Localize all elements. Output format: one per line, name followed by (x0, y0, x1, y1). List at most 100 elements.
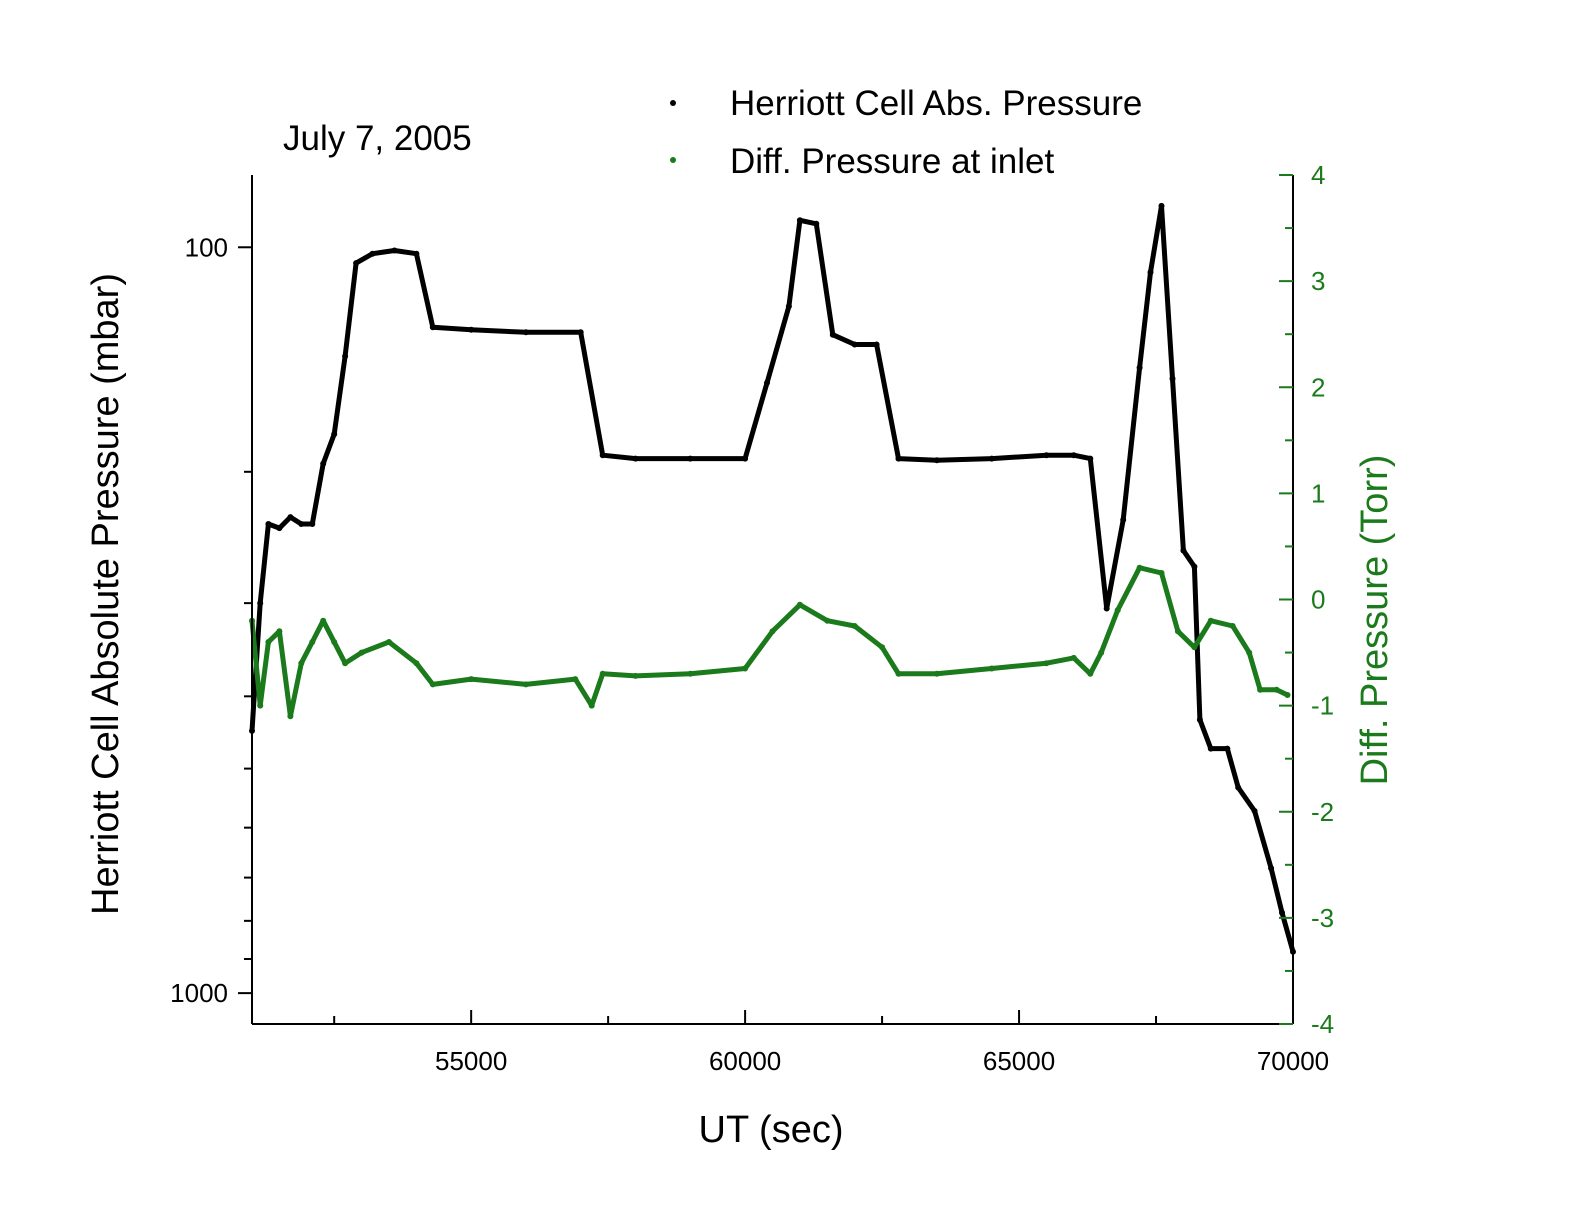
diff-pressure-point (851, 623, 858, 629)
y-right-tick-label: 1 (1311, 478, 1325, 508)
herriott-point (1147, 269, 1154, 276)
diff-pressure-trace (249, 565, 1290, 719)
y-right-tick-label: 2 (1311, 372, 1325, 402)
diff-pressure-point (632, 672, 639, 679)
x-axis-title: UT (sec) (699, 1109, 844, 1151)
diff-pressure-point (1229, 623, 1236, 629)
diff-pressure-point (276, 628, 283, 635)
herriott-point (391, 247, 398, 254)
diff-pressure-point (386, 639, 392, 645)
herriott-point (873, 341, 880, 348)
y-right-axis-title: Diff. Pressure (Torr) (1354, 455, 1396, 786)
herriott-point (851, 341, 858, 348)
chart-annotation: July 7, 2005 (283, 119, 472, 158)
diff-pressure-point (342, 660, 349, 667)
y-right-tick-label: -3 (1311, 903, 1334, 933)
diff-pressure-point (1087, 670, 1094, 677)
herriott-point (1196, 716, 1203, 723)
diff-pressure-point (1114, 607, 1121, 614)
herriott-point (933, 457, 940, 464)
diff-pressure-point (1136, 564, 1143, 571)
x-tick-label: 65000 (983, 1046, 1055, 1076)
herriott-point (1103, 605, 1110, 612)
diff-pressure-point (429, 681, 436, 688)
herriott-point (320, 460, 327, 467)
herriott-point (331, 431, 338, 438)
herriott-point (287, 514, 294, 521)
diff-pressure-point (599, 670, 606, 677)
herriott-point (1136, 364, 1143, 371)
herriott-point (742, 455, 749, 462)
herriott-point (785, 303, 792, 310)
diff-pressure-point (572, 676, 579, 683)
y-right-tick-label: 3 (1311, 266, 1325, 296)
herriott-point (468, 326, 475, 333)
herriott-point (764, 379, 770, 386)
herriott-point (298, 521, 305, 527)
herriott-point (1268, 865, 1275, 872)
herriott-point (988, 455, 995, 462)
herriott-point (413, 250, 420, 257)
diff-pressure-point (468, 676, 475, 683)
herriott-point (1279, 909, 1285, 916)
y-left-axis-title: Herriott Cell Absolute Pressure (mbar) (85, 273, 127, 915)
diff-pressure-point (1070, 654, 1077, 661)
y-right-tick-label: -1 (1311, 691, 1334, 721)
herriott-point (1224, 745, 1231, 752)
herriott-point (1251, 808, 1258, 814)
herriott-point (1043, 452, 1050, 459)
herriott-point (813, 220, 820, 227)
diff-pressure-point (257, 702, 264, 709)
y-right-tick-label: -4 (1311, 1009, 1334, 1039)
diff-pressure-point (879, 644, 886, 651)
y-left-tick-label: 1000 (170, 978, 228, 1008)
diff-pressure-point (1207, 617, 1214, 624)
herriott-point (342, 353, 349, 360)
herriott-point (1180, 547, 1187, 554)
y-right-tick-label: 4 (1311, 160, 1325, 190)
diff-pressure-point (1098, 649, 1105, 656)
diff-pressure-point (769, 628, 776, 635)
y-right-tick-label: 0 (1311, 585, 1325, 615)
diff-pressure-point (320, 617, 327, 624)
herriott-point (895, 455, 902, 462)
x-tick-label: 55000 (435, 1046, 507, 1076)
diff-pressure-point (287, 713, 294, 720)
herriott-point (1207, 745, 1214, 752)
diff-pressure-point (1043, 660, 1050, 667)
herriott-point (1235, 784, 1242, 791)
herriott-point (353, 260, 360, 267)
herriott-point (632, 455, 639, 462)
herriott-point (1120, 516, 1127, 523)
diff-pressure-point (1246, 649, 1253, 656)
herriott-point (429, 324, 436, 331)
y-right-tick-label: -2 (1311, 797, 1334, 827)
diff-pressure-point (331, 639, 338, 645)
herriott-trace (249, 203, 1296, 955)
diff-pressure-point (413, 660, 420, 667)
diff-pressure-point (895, 670, 902, 677)
herriott-point (796, 217, 803, 224)
y-left-tick-label: 100 (185, 232, 228, 262)
diff-pressure-point (1257, 686, 1264, 693)
diff-pressure-point (1273, 686, 1280, 693)
legend-label-diff: Diff. Pressure at inlet (730, 142, 1054, 181)
herriott-point (276, 525, 283, 532)
series-diff-pressure-at-inlet (249, 564, 1291, 720)
diff-pressure-point (309, 639, 316, 645)
diff-pressure-point (796, 601, 803, 608)
herriott-point (687, 455, 694, 462)
legend: Herriott Cell Abs. Pressure Diff. Pressu… (670, 84, 1142, 181)
diff-pressure-point (1191, 644, 1198, 651)
herriott-point (265, 521, 272, 527)
diff-pressure-point (824, 617, 831, 624)
herriott-point (1158, 202, 1165, 209)
diff-pressure-point (265, 639, 272, 645)
x-tick-label: 60000 (709, 1046, 781, 1076)
herriott-point (369, 250, 376, 257)
herriott-point (522, 329, 529, 336)
herriott-point (577, 329, 584, 336)
axes: 55000 60000 65000 70000 100 1000 4 3 2 1 0 -1 -2 -3 -4 (170, 160, 1334, 1076)
diff-pressure-point (1174, 628, 1181, 635)
